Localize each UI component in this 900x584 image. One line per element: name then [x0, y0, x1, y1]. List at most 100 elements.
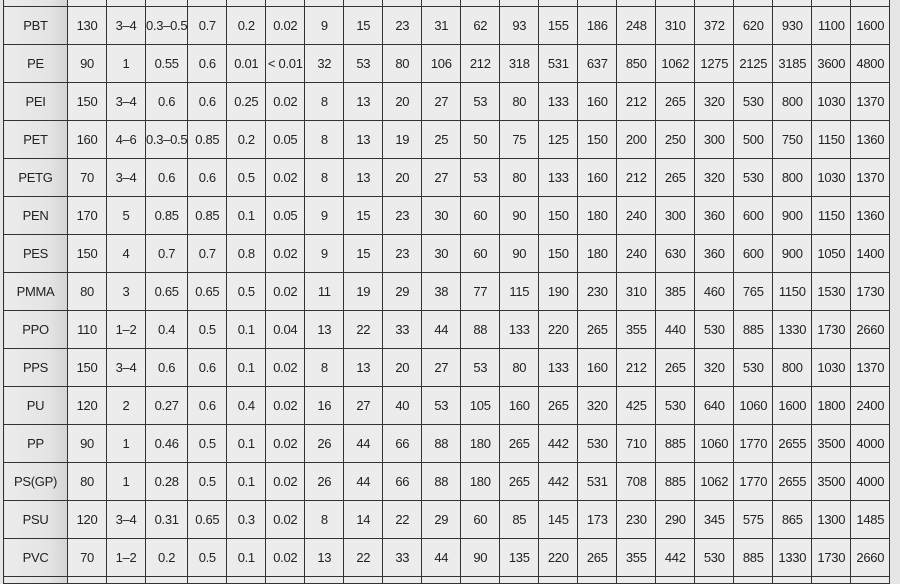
value-cell: 530	[694, 538, 735, 577]
value-cell: 60	[460, 234, 501, 273]
value-cell: 1030	[811, 158, 852, 197]
value-cell: 80	[382, 44, 423, 83]
value-cell: 29	[382, 272, 423, 311]
value-cell: 1360	[850, 196, 891, 235]
value-cell: 9	[304, 6, 345, 45]
value-cell: 3–4	[106, 158, 146, 197]
value-cell: 25	[421, 120, 462, 159]
value-cell: 27	[421, 158, 462, 197]
value-cell: 186	[577, 6, 618, 45]
value-cell: 145	[538, 500, 579, 539]
value-cell: 90	[499, 234, 540, 273]
value-cell: 0.02	[265, 6, 306, 45]
value-cell: 120	[67, 386, 107, 425]
value-cell: 150	[67, 234, 107, 273]
value-cell: 19	[343, 272, 384, 311]
table-row: PS(GP) 80 1 0.28 0.5 0.1 0.02 26 44 66 88 180 265 442…	[3, 462, 891, 501]
value-cell: 66	[382, 424, 423, 463]
value-cell: 3–4	[106, 348, 146, 387]
value-cell: 26	[304, 462, 345, 501]
material-name-cell: PPO	[3, 310, 68, 349]
value-cell: 1	[106, 462, 146, 501]
value-cell: 115	[499, 272, 540, 311]
value-cell: 310	[616, 272, 657, 311]
value-cell: 50	[460, 120, 501, 159]
value-cell: 190	[538, 272, 579, 311]
value-cell: 1100	[811, 6, 852, 45]
value-cell: 160	[499, 386, 540, 425]
value-cell: 60	[460, 196, 501, 235]
table-row: PMMA 80 3 0.65 0.65 0.5 0.02 11 19 29 38 77 115 190 23…	[3, 272, 891, 311]
material-name-cell: PP	[3, 424, 68, 463]
value-cell: 0.02	[265, 386, 306, 425]
value-cell: 150	[538, 196, 579, 235]
value-cell: 0.02	[265, 158, 306, 197]
value-cell: 106	[421, 44, 462, 83]
value-cell: 1–2	[106, 310, 146, 349]
value-cell: 14	[343, 500, 384, 539]
value-cell: 53	[460, 348, 501, 387]
value-cell: 0.7	[187, 6, 228, 45]
value-cell: 3–4	[106, 6, 146, 45]
value-cell: 60	[460, 500, 501, 539]
value-cell: 8	[304, 348, 345, 387]
table-row: PP 90 1 0.46 0.5 0.1 0.02 26 44 66 88 180 265 442 530 7…	[3, 424, 891, 463]
value-cell: 1330	[772, 310, 813, 349]
value-cell: 88	[421, 462, 462, 501]
value-cell: 1400	[850, 234, 891, 273]
value-cell: 0.65	[187, 272, 228, 311]
value-cell: 44	[421, 538, 462, 577]
value-cell: 66	[382, 462, 423, 501]
value-cell: 53	[460, 82, 501, 121]
table-row: PU 120 2 0.27 0.6 0.4 0.02 16 27 40 53 105 160 265 320…	[3, 386, 891, 425]
value-cell: 0.02	[265, 234, 306, 273]
table-row-partial	[3, 576, 891, 584]
value-cell: 38	[421, 272, 462, 311]
value-cell: 1150	[811, 120, 852, 159]
value-cell: 1060	[694, 424, 735, 463]
value-cell: 1370	[850, 348, 891, 387]
value-cell: 0.6	[144, 348, 189, 387]
value-cell: 0.8	[226, 234, 267, 273]
value-cell: 265	[577, 310, 618, 349]
value-cell: 1275	[694, 44, 735, 83]
value-cell: 0.1	[226, 310, 267, 349]
value-cell: 1600	[772, 386, 813, 425]
value-cell: 0.5	[187, 462, 228, 501]
value-cell: 170	[67, 196, 107, 235]
value-cell: 1030	[811, 348, 852, 387]
value-cell: 135	[499, 538, 540, 577]
value-cell: 320	[694, 158, 735, 197]
value-cell: 1730	[811, 310, 852, 349]
value-cell: 180	[460, 462, 501, 501]
value-cell: 355	[616, 538, 657, 577]
value-cell: 0.04	[265, 310, 306, 349]
value-cell: 1485	[850, 500, 891, 539]
value-cell: 23	[382, 234, 423, 273]
value-cell: 2	[106, 386, 146, 425]
value-cell: 355	[616, 310, 657, 349]
value-cell: 85	[499, 500, 540, 539]
value-cell: 0.31	[144, 500, 189, 539]
value-cell: 1800	[811, 386, 852, 425]
value-cell: 372	[694, 6, 735, 45]
value-cell: 88	[460, 310, 501, 349]
value-cell: 530	[655, 386, 696, 425]
value-cell: 708	[616, 462, 657, 501]
value-cell: 150	[577, 120, 618, 159]
value-cell: 4–6	[106, 120, 146, 159]
material-name-cell: PEI	[3, 82, 68, 121]
value-cell: 575	[733, 500, 774, 539]
value-cell: 1	[106, 424, 146, 463]
value-cell: 212	[616, 158, 657, 197]
table-row: PET 160 4–6 0.3–0.5 0.85 0.2 0.05 8 13 19 25 50 75 12…	[3, 120, 891, 159]
value-cell: 1360	[850, 120, 891, 159]
table-row: PETG 70 3–4 0.6 0.6 0.5 0.02 8 13 20 27 53 80 133 160 2…	[3, 158, 891, 197]
value-cell: 130	[67, 6, 107, 45]
value-cell: 33	[382, 310, 423, 349]
value-cell: 265	[499, 462, 540, 501]
value-cell: 1330	[772, 538, 813, 577]
value-cell: 600	[733, 196, 774, 235]
value-cell: 13	[343, 82, 384, 121]
value-cell: 0.05	[265, 196, 306, 235]
